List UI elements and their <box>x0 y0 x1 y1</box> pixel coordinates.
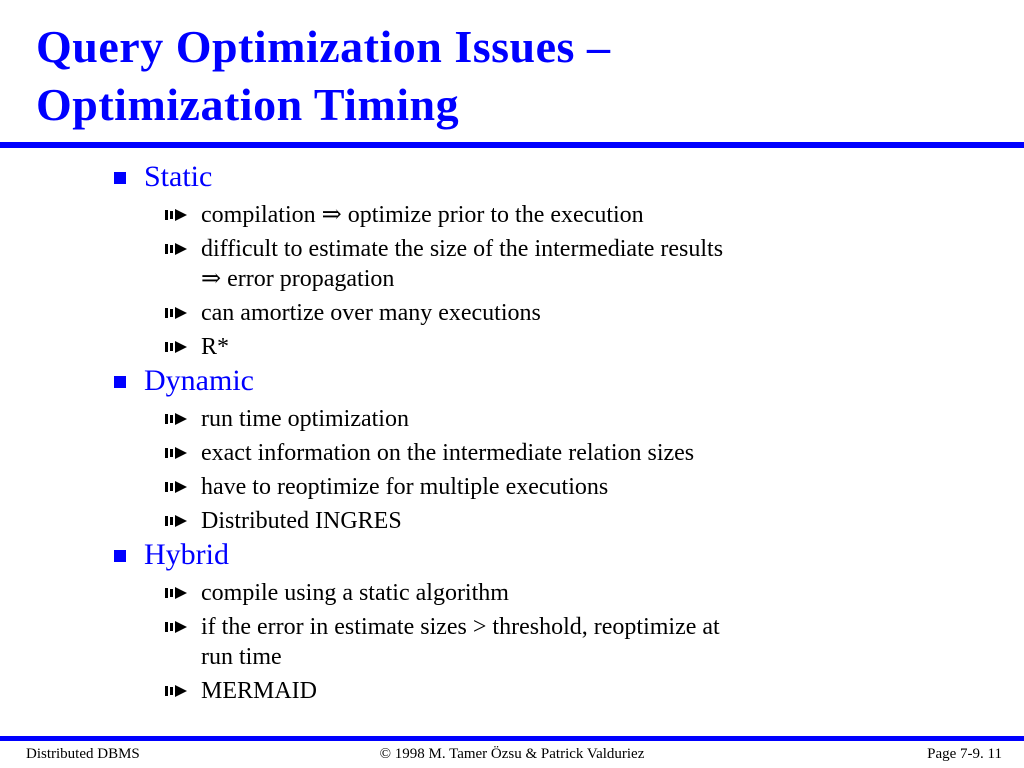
section-static: Static compilation ⇒ optimize prior to t… <box>110 158 990 362</box>
list-item: run time optimization <box>110 404 990 434</box>
list-item-text: compile using a static algorithm <box>201 580 509 606</box>
list-item-text: if the error in estimate sizes > thresho… <box>201 614 720 640</box>
arrow-bullet-icon <box>165 506 191 536</box>
footer-copyright: © 1998 M. Tamer Özsu & Patrick Valduriez <box>379 746 645 762</box>
section-heading: Hybrid <box>110 536 990 574</box>
footer-course-title: Distributed DBMS <box>26 746 140 762</box>
list-item-text: run time optimization <box>201 406 409 432</box>
blue-square-icon <box>114 376 126 388</box>
arrow-bullet-icon <box>165 612 191 642</box>
list-item: compile using a static algorithm <box>110 578 990 608</box>
section-heading: Dynamic <box>110 362 990 400</box>
arrow-bullet-icon <box>165 472 191 502</box>
list-item: can amortize over many executions <box>110 298 990 328</box>
list-item-text: have to reoptimize for multiple executio… <box>201 474 609 500</box>
section-heading-label: Hybrid <box>144 538 229 571</box>
list-item-text-continuation: run time <box>201 644 282 670</box>
list-item: have to reoptimize for multiple executio… <box>110 472 990 502</box>
list-item-text: compilation ⇒ optimize prior to the exec… <box>201 202 644 228</box>
blue-square-icon <box>114 550 126 562</box>
list-item-text: MERMAID <box>201 678 318 704</box>
slide-content: Static compilation ⇒ optimize prior to t… <box>110 158 990 706</box>
list-item-text: R* <box>201 334 230 360</box>
title-divider <box>0 142 1024 148</box>
list-item-text: Distributed INGRES <box>201 508 402 534</box>
list-item: MERMAID <box>110 676 990 706</box>
section-heading-label: Static <box>144 160 213 193</box>
list-item-text: can amortize over many executions <box>201 300 541 326</box>
footer-page-number: Page 7-9. 11 <box>927 746 1002 762</box>
arrow-bullet-icon <box>165 676 191 706</box>
list-item: exact information on the intermediate re… <box>110 438 990 468</box>
list-item: difficult to estimate the size of the in… <box>110 234 990 294</box>
section-heading-label: Dynamic <box>144 364 254 397</box>
arrow-bullet-icon <box>165 438 191 468</box>
list-item-text-continuation: ⇒ error propagation <box>201 266 395 292</box>
list-item: R* <box>110 332 990 362</box>
list-item: compilation ⇒ optimize prior to the exec… <box>110 200 990 230</box>
slide-title-line-1: Query Optimization Issues – <box>36 21 611 72</box>
arrow-bullet-icon <box>165 578 191 608</box>
footer-divider <box>0 736 1024 741</box>
arrow-bullet-icon <box>165 298 191 328</box>
arrow-bullet-icon <box>165 200 191 230</box>
list-item-text: difficult to estimate the size of the in… <box>201 236 724 262</box>
arrow-bullet-icon <box>165 404 191 434</box>
slide-title-line-2: Optimization Timing <box>36 79 460 130</box>
section-heading: Static <box>110 158 990 196</box>
arrow-bullet-icon <box>165 234 191 264</box>
list-item-text: exact information on the intermediate re… <box>201 440 695 466</box>
list-item: Distributed INGRES <box>110 506 990 536</box>
blue-square-icon <box>114 172 126 184</box>
section-hybrid: Hybrid compile using a static algorithm … <box>110 536 990 706</box>
slide-title: Query Optimization Issues – Optimization… <box>36 18 996 134</box>
section-dynamic: Dynamic run time optimization exact info… <box>110 362 990 536</box>
list-item: if the error in estimate sizes > thresho… <box>110 612 990 672</box>
arrow-bullet-icon <box>165 332 191 362</box>
